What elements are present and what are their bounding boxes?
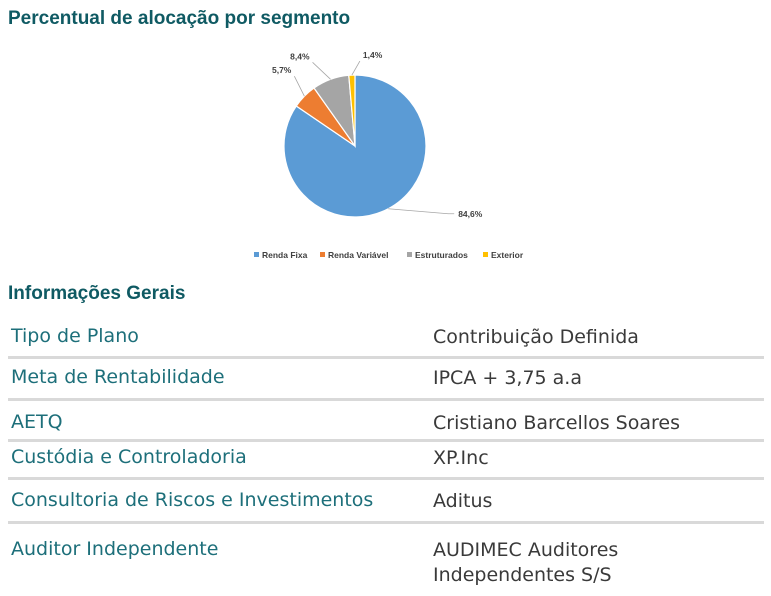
info-value: Cristiano Barcellos Soares <box>433 412 680 434</box>
info-value: AUDIMEC Auditores Independentes S/S <box>433 539 619 586</box>
data-label-renda-variavel: 5,7% <box>272 65 292 75</box>
row-divider <box>8 439 764 442</box>
leader-line <box>351 60 361 76</box>
legend-item-exterior: Exterior <box>483 250 524 260</box>
row-divider <box>8 398 764 401</box>
info-label: Auditor Independente <box>11 538 219 560</box>
legend-label: Estruturados <box>415 250 468 260</box>
legend-swatch <box>483 252 488 257</box>
legend-swatch <box>320 252 325 257</box>
info-label: Consultoria de Riscos e Investimentos <box>11 489 374 511</box>
row-divider <box>8 356 764 359</box>
info-label: Meta de Rentabilidade <box>11 366 225 388</box>
info-value: Aditus <box>433 490 493 512</box>
legend-swatch <box>407 252 412 257</box>
legend-label: Exterior <box>491 250 524 260</box>
leader-line <box>388 208 455 215</box>
legend-item-estruturados: Estruturados <box>407 250 468 260</box>
info-label: AETQ <box>11 411 63 433</box>
info-title: Informações Gerais <box>8 283 186 304</box>
info-value: IPCA + 3,75 a.a <box>433 367 582 389</box>
legend-swatch <box>254 252 259 257</box>
legend-item-renda-fixa: Renda Fixa <box>254 250 308 260</box>
legend-label: Renda Fixa <box>262 250 308 260</box>
info-value: Contribuição Definida <box>433 326 639 348</box>
info-value: XP.Inc <box>433 447 489 469</box>
data-label-exterior: 1,4% <box>363 50 383 60</box>
row-divider <box>8 521 764 524</box>
row-divider <box>8 477 764 480</box>
info-label: Tipo de Plano <box>11 325 139 347</box>
leader-line <box>312 62 331 80</box>
info-label: Custódia e Controladoria <box>11 446 247 468</box>
legend-label: Renda Variável <box>328 250 388 260</box>
leader-line <box>294 76 305 97</box>
legend-item-renda-variavel: Renda Variável <box>320 250 388 260</box>
data-label-estruturados: 8,4% <box>290 51 310 61</box>
pie-chart: 84,6% 5,7% 8,4% 1,4% Renda Fixa Renda Variáv… <box>254 50 524 260</box>
chart-title: Percentual de alocação por segmento <box>8 8 351 29</box>
data-label-renda-fixa: 84,6% <box>458 209 483 219</box>
